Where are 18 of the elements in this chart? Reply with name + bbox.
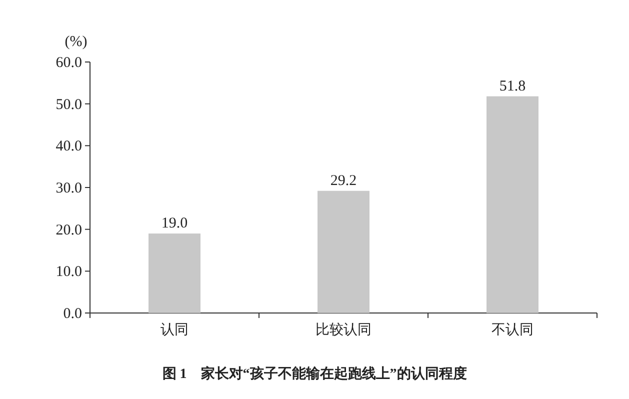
y-axis-title: (%) <box>64 34 88 50</box>
data-label: 19.0 <box>161 216 188 232</box>
bar <box>318 190 370 313</box>
x-tick-label: 比较认同 <box>316 322 372 338</box>
y-tick-label: 60.0 <box>56 55 82 71</box>
data-label: 51.8 <box>499 78 526 94</box>
y-tick-label: 0.0 <box>63 306 82 322</box>
y-tick-label: 20.0 <box>56 222 82 238</box>
y-tick-label: 30.0 <box>56 180 82 196</box>
bar <box>148 234 200 313</box>
x-tick-label: 不认同 <box>492 322 534 338</box>
data-label: 29.2 <box>330 172 357 189</box>
y-tick-label: 50.0 <box>56 96 82 113</box>
text: 图 1 家长对“孩子不能输在起跑线上”的认同程度 <box>162 365 467 382</box>
y-tick-label: 10.0 <box>56 264 82 280</box>
bar <box>486 96 538 313</box>
x-tick-label: 认同 <box>160 322 188 338</box>
y-tick-label: 40.0 <box>56 138 82 155</box>
